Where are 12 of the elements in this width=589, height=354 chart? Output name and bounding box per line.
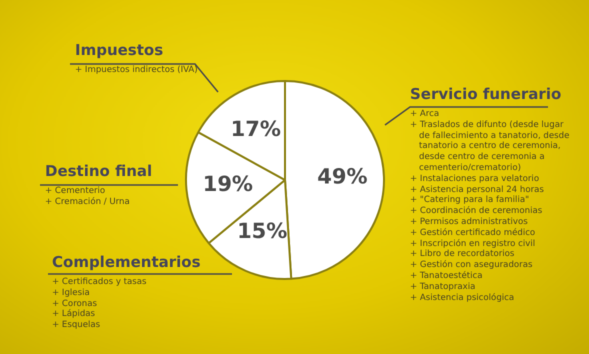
data-label: 15% [237, 219, 288, 244]
data-label: 49% [317, 164, 368, 189]
text: + Arca + Traslados de difunto (desde lugar de fallecimiento a tanatorio, desde tanatorio a centro de ceremonia, desde centro de ceremonia a cementerio/crematorio) + Instalaciones para velatorio + Asistencia personal 24 horas + "Catering para la familia" + Coordinación de ceremonias + Permisos administrativos + Gestión certificado médico + Inscripción en registro civil + Libro de recordatorios + Gestión con aseguradoras + Tanatoestética + Tanatopraxia + Asistencia psicológica [410, 109, 570, 303]
data-label: 19% [202, 172, 253, 196]
data-label: 17% [230, 117, 281, 142]
slice-label: Destino final [45, 162, 152, 180]
slice-label: Impuestos [75, 40, 164, 60]
slice-label: Servicio funerario [410, 84, 562, 104]
slice-label: Complementarios [52, 252, 202, 272]
text: + Certificados y tasas + Iglesia + Coronas + Lápidas + Esquelas [52, 277, 148, 331]
text: + Impuestos indirectos (IVA) [75, 65, 199, 76]
text: + Cementerio + Cremación / Urna [45, 186, 131, 208]
